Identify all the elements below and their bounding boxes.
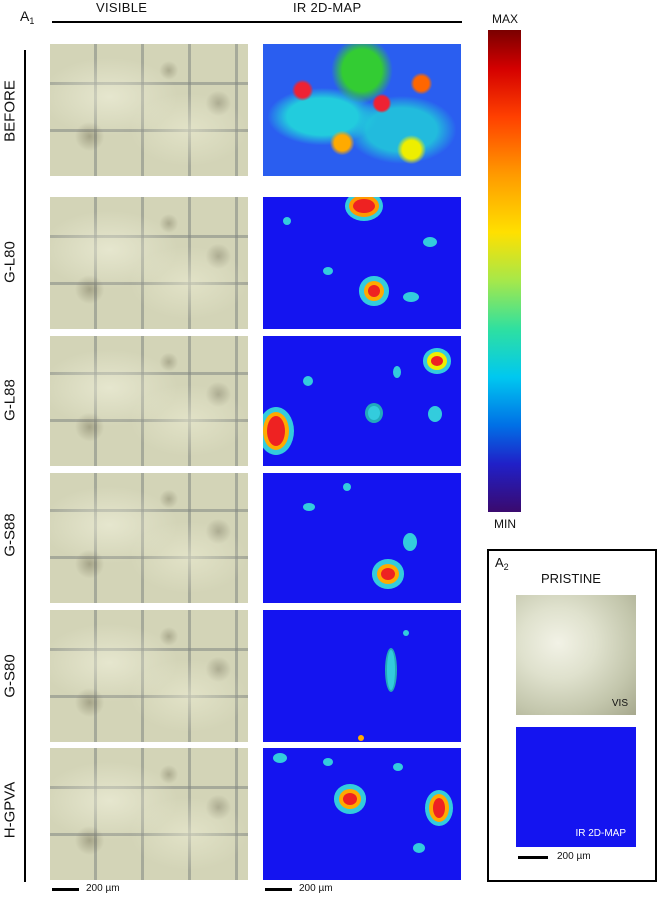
pristine-ir-label: IR 2D-MAP [575, 828, 626, 839]
pristine-title: PRISTINE [541, 571, 601, 586]
row-label-g-l80: G-L80 [1, 241, 19, 283]
scale-text-visible: 200 µm [86, 883, 120, 894]
colorbar [488, 30, 521, 512]
row-label-h-gpva: H-GPVA [1, 781, 19, 839]
visible-image-g-s80 [50, 610, 248, 742]
visible-image-before [50, 44, 248, 176]
pristine-ir-map: IR 2D-MAP [516, 727, 636, 847]
pristine-scale-bar [518, 856, 548, 859]
visible-image-g-s88 [50, 473, 248, 603]
ir-map-before [263, 44, 461, 176]
pristine-visible-image: VIS [516, 595, 636, 715]
pristine-panel: A2 PRISTINE VIS IR 2D-MAP 200 µm [487, 549, 657, 882]
visible-image-g-l80 [50, 197, 248, 329]
scale-bar-visible [52, 888, 79, 891]
row-label-g-l88: G-L88 [1, 379, 19, 421]
colorbar-min-label: MIN [494, 517, 516, 531]
pristine-vis-label: VIS [611, 698, 628, 709]
panel-a1-label: A1 [20, 8, 35, 26]
ir-map-g-l80 [263, 197, 461, 329]
row-label-g-s80: G-S80 [1, 654, 19, 698]
colorbar-max-label: MAX [492, 12, 519, 26]
ir-column-header: IR 2D-MAP [293, 0, 362, 15]
visible-column-header: VISIBLE [96, 0, 148, 15]
ir-map-g-s80 [263, 610, 461, 742]
scale-bar-ir [265, 888, 292, 891]
ir-map-g-l88 [263, 336, 461, 466]
row-label-g-s88: G-S88 [1, 513, 19, 557]
row-axis-line [24, 50, 26, 882]
scale-text-ir: 200 µm [299, 883, 333, 894]
visible-image-h-gpva [50, 748, 248, 880]
header-rule [52, 21, 462, 23]
visible-image-g-l88 [50, 336, 248, 466]
panel-a2-label: A2 [495, 555, 509, 572]
ir-map-g-s88 [263, 473, 461, 603]
ir-map-h-gpva [263, 748, 461, 880]
pristine-scale-text: 200 µm [557, 851, 591, 862]
row-label-before: BEFORE [1, 80, 19, 142]
